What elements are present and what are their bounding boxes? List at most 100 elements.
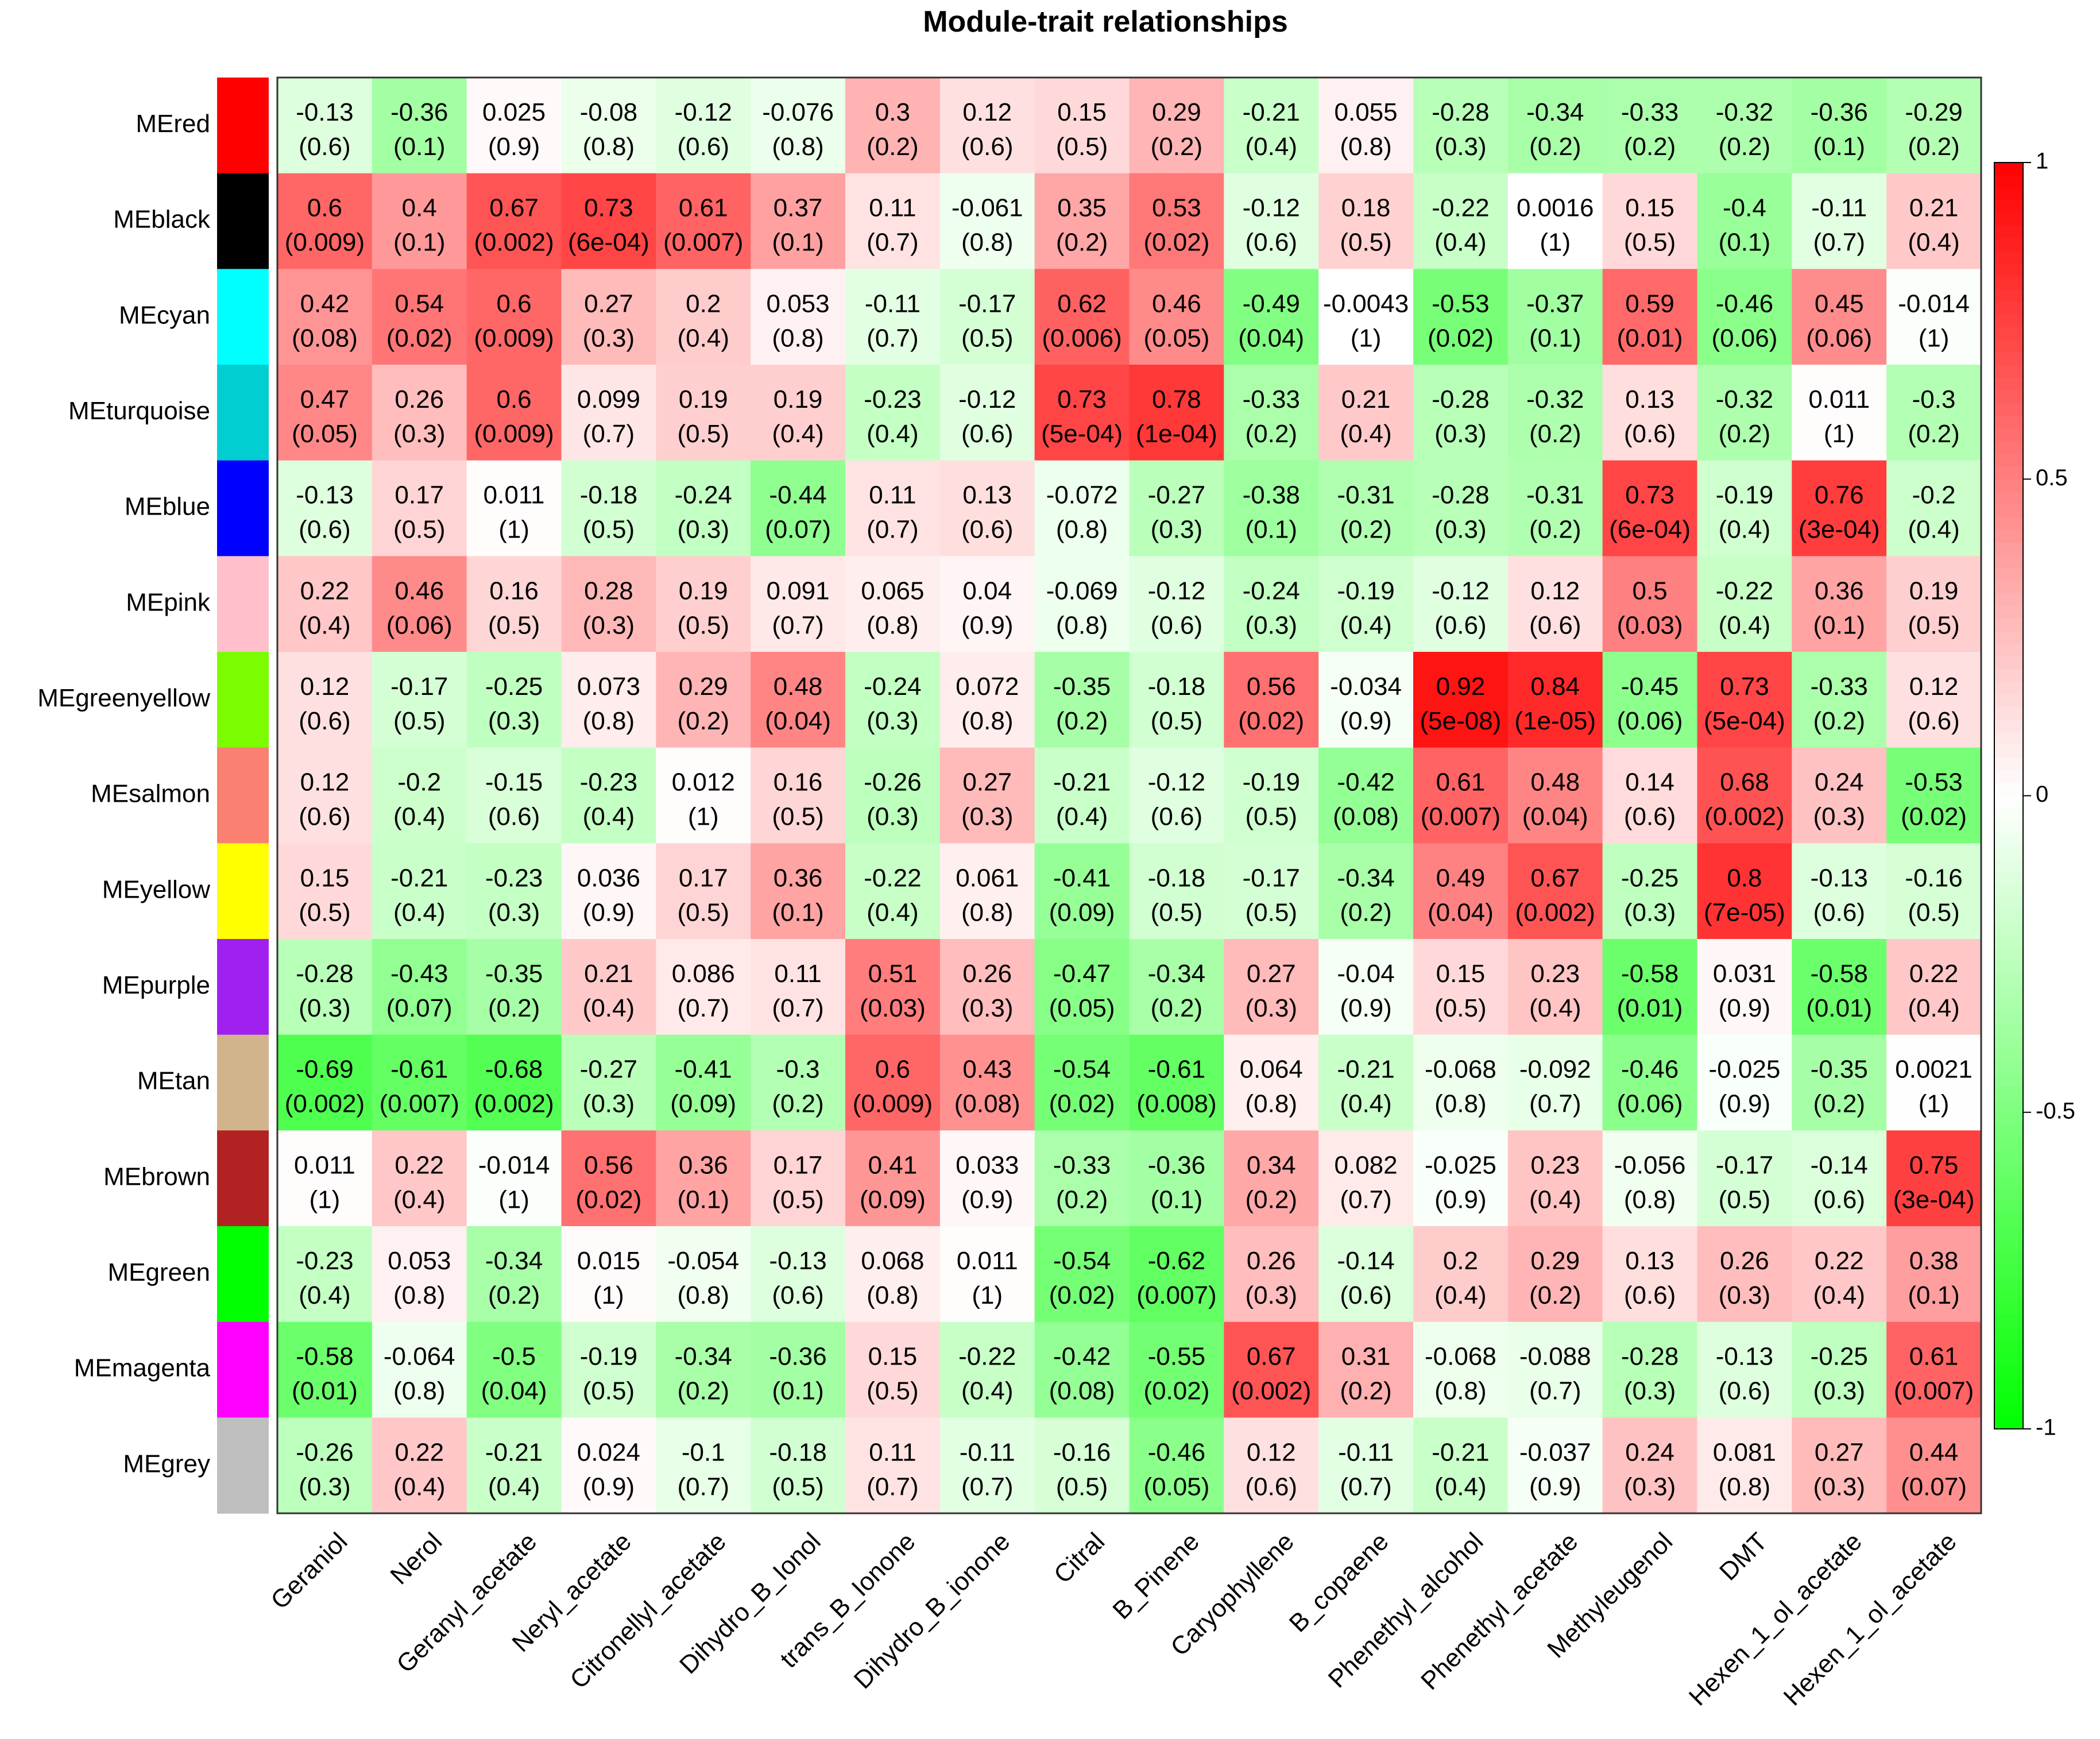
cell-correlation-label: 0.18 — [1341, 194, 1391, 222]
heatmap-cell — [656, 939, 751, 1035]
cell-pvalue-label: (0.04) — [1428, 898, 1494, 926]
cell-pvalue-label: (0.5) — [583, 1377, 635, 1405]
color-legend: 1 0.5 0 -0.5 -1 — [1994, 149, 2075, 1440]
heatmap-cell — [1602, 843, 1698, 940]
cell-pvalue-label: (0.8) — [1624, 1185, 1676, 1214]
cell-pvalue-label: (0.1) — [1151, 1185, 1202, 1214]
heatmap-cell — [1413, 365, 1509, 461]
cell-pvalue-label: (0.8) — [961, 707, 1013, 735]
cell-correlation-label: -0.18 — [1148, 864, 1205, 892]
cell-correlation-label: -0.23 — [296, 1247, 353, 1275]
heatmap-cell — [939, 1417, 1035, 1514]
cell-pvalue-label: (0.2) — [678, 1377, 729, 1405]
cell-correlation-label: -0.18 — [1148, 673, 1205, 701]
cell-correlation-label: -0.12 — [1243, 194, 1300, 222]
cell-pvalue-label: (0.5) — [772, 803, 823, 831]
cell-pvalue-label: (0.07) — [386, 994, 453, 1022]
legend-gradient-band — [1994, 732, 2023, 746]
row-label: MEturquoise — [68, 397, 210, 425]
cell-correlation-label: 0.24 — [1625, 1438, 1674, 1466]
heatmap-cell — [1886, 1417, 1982, 1514]
heatmap-cell — [372, 173, 467, 269]
heatmap-cell — [1886, 1034, 1982, 1131]
cell-correlation-label: 0.4 — [402, 194, 437, 222]
cell-correlation-label: 0.27 — [1815, 1438, 1864, 1466]
cell-pvalue-label: (3e-04) — [1799, 516, 1880, 544]
cell-correlation-label: 0.34 — [1247, 1151, 1296, 1179]
heatmap-cell — [1413, 1417, 1509, 1514]
cell-pvalue-label: (0.02) — [1143, 229, 1209, 257]
cell-correlation-label: -0.33 — [1811, 673, 1868, 701]
heatmap-cell — [656, 1321, 751, 1418]
cell-correlation-label: -0.27 — [1148, 481, 1205, 509]
cell-pvalue-label: (0.02) — [575, 1185, 641, 1214]
cell-pvalue-label: (0.002) — [1231, 1377, 1311, 1405]
heatmap-cell — [751, 460, 846, 557]
heatmap-cell — [1129, 1034, 1224, 1131]
cell-correlation-label: -0.28 — [1621, 1343, 1679, 1371]
cell-correlation-label: -0.08 — [580, 98, 637, 126]
cell-pvalue-label: (1) — [688, 803, 719, 831]
module-color-swatch — [217, 1226, 269, 1323]
column-label: Nerol — [385, 1527, 447, 1590]
cell-pvalue-label: (0.2) — [1813, 707, 1865, 735]
legend-gradient-band — [1994, 1277, 2023, 1290]
legend-gradient-band — [1994, 605, 2023, 619]
module-color-swatch — [217, 78, 269, 174]
cell-pvalue-label: (0.5) — [1246, 803, 1297, 831]
cell-correlation-label: 0.011 — [294, 1151, 355, 1179]
cell-correlation-label: -0.34 — [485, 1247, 543, 1275]
heatmap-cell — [845, 652, 941, 748]
cell-correlation-label: -0.068 — [1425, 1343, 1496, 1371]
heatmap-cell — [1318, 1226, 1414, 1323]
cell-correlation-label: -0.056 — [1614, 1151, 1686, 1179]
cell-correlation-label: 0.2 — [1443, 1247, 1478, 1275]
cell-pvalue-label: (0.7) — [1813, 229, 1865, 257]
cell-pvalue-label: (0.007) — [1136, 1281, 1216, 1309]
legend-gradient-band — [1994, 530, 2023, 543]
cell-correlation-label: -0.12 — [1148, 768, 1205, 797]
heatmap-cell — [1034, 556, 1130, 652]
heatmap-cell — [1413, 460, 1509, 557]
cell-correlation-label: 0.76 — [1815, 481, 1864, 509]
cell-pvalue-label: (0.5) — [1151, 707, 1202, 735]
cell-pvalue-label: (0.02) — [386, 324, 453, 352]
heatmap-cell — [1034, 269, 1130, 365]
cell-correlation-label: -0.27 — [580, 1056, 637, 1084]
cell-correlation-label: -0.04 — [1337, 960, 1394, 988]
heatmap-cell — [1224, 556, 1319, 652]
cell-pvalue-label: (0.3) — [1624, 898, 1676, 926]
cell-correlation-label: 0.17 — [395, 481, 444, 509]
heatmap-cell — [1413, 1034, 1509, 1131]
cell-pvalue-label: (0.3) — [488, 707, 540, 735]
cell-pvalue-label: (0.06) — [1711, 324, 1777, 352]
cell-correlation-label: 0.38 — [1909, 1247, 1959, 1275]
cell-correlation-label: 0.41 — [868, 1151, 918, 1179]
heatmap-cell — [1602, 1226, 1698, 1323]
cell-correlation-label: -0.12 — [1148, 577, 1205, 605]
cell-pvalue-label: (0.4) — [299, 1281, 350, 1309]
row-label: MEbrown — [103, 1162, 210, 1191]
heatmap-cell — [751, 556, 846, 652]
cell-correlation-label: -0.054 — [667, 1247, 739, 1275]
heatmap-cell — [1129, 652, 1224, 748]
cell-correlation-label: 0.6 — [307, 194, 342, 222]
row-label: MEyellow — [102, 875, 210, 903]
heatmap-cell — [1886, 1321, 1982, 1418]
heatmap-cell — [1697, 652, 1792, 748]
cell-correlation-label: 0.053 — [388, 1247, 451, 1275]
heatmap-cell — [845, 747, 941, 844]
cell-correlation-label: 0.2 — [686, 289, 721, 318]
cell-correlation-label: -0.25 — [1621, 864, 1679, 892]
cell-correlation-label: 0.59 — [1625, 289, 1674, 318]
cell-pvalue-label: (0.7) — [867, 324, 918, 352]
legend-gradient-band — [1994, 998, 2023, 1012]
heatmap-cell — [656, 556, 751, 652]
cell-correlation-label: -0.36 — [769, 1343, 826, 1371]
heatmap-cell — [1792, 173, 1887, 269]
cell-pvalue-label: (0.02) — [1901, 803, 1967, 831]
heatmap-cell — [1224, 1034, 1319, 1131]
cell-pvalue-label: (0.5) — [393, 707, 445, 735]
cell-correlation-label: -0.34 — [675, 1343, 732, 1371]
cell-pvalue-label: (0.08) — [292, 324, 358, 352]
